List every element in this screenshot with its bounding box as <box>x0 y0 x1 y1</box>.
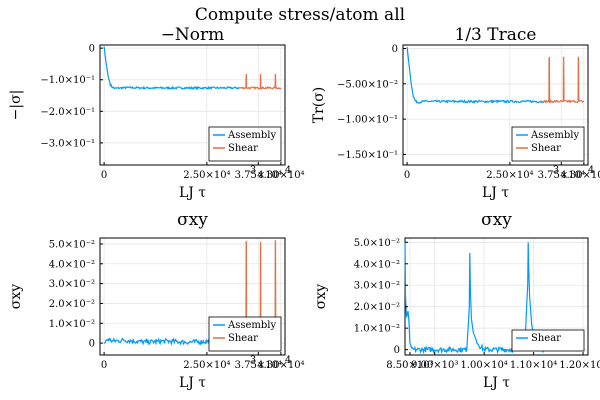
x-tick-label: 1.10×10⁴ <box>510 360 557 371</box>
x-tick-label: 4.30×10⁴ <box>257 360 304 371</box>
legend-box <box>511 329 585 352</box>
legend-entry: Assembly <box>227 320 276 331</box>
x-tick-label: 3.75×10⁴ <box>538 170 585 181</box>
x-tick-overlap-label: 4 <box>285 165 291 176</box>
legend: Assembly Shear <box>208 316 282 352</box>
y-tick-label: 3.0×10⁻² <box>354 281 400 292</box>
x-axis-label: LJ τ <box>483 375 510 391</box>
y-tick-label: 5.0×10⁻² <box>354 238 400 249</box>
y-axis-label: σxy <box>8 284 24 309</box>
y-tick-label: −1.50×10⁻¹ <box>337 150 398 161</box>
x-tick-label: 2.50×10⁴ <box>486 170 533 181</box>
y-tick-label: 3.0×10⁻² <box>49 279 95 290</box>
y-tick-label: 2.0×10⁻² <box>354 302 400 313</box>
x-tick-overlap-label: 4 <box>285 355 291 366</box>
x-tick-label: 1.20×10⁴ <box>559 360 600 371</box>
legend: Assembly Shear <box>511 126 585 162</box>
x-tick-overlap-label: 3 <box>250 165 256 176</box>
x-tick-label: 0 <box>101 170 107 181</box>
y-tick-label: −1.00×10⁻¹ <box>337 115 398 126</box>
legend-entry: Assembly <box>227 130 276 141</box>
x-tick-label: 2.50×10⁴ <box>183 360 230 371</box>
legend-entry: Shear <box>531 143 561 154</box>
y-tick-label: 0 <box>89 44 95 55</box>
y-tick-label: 0 <box>392 44 398 55</box>
series-line-assembly <box>406 47 544 104</box>
y-axis-label: Tr(σ) <box>311 87 327 124</box>
x-tick-label: 1.00×10⁴ <box>460 360 507 371</box>
legend-entry: Assembly <box>530 130 579 141</box>
plot-frame <box>99 44 286 166</box>
plot-frame <box>402 44 589 166</box>
x-axis-label: LJ τ <box>482 185 509 201</box>
y-tick-label: −1.0×10⁻¹ <box>40 75 95 86</box>
x-tick-label: 3.75×10⁴ <box>235 360 282 371</box>
x-tick-overlap-label: 4 <box>588 165 594 176</box>
x-axis-label: LJ τ <box>179 375 206 391</box>
x-tick-label: 3.75×10⁴ <box>235 170 282 181</box>
y-tick-label: 1.0×10⁻² <box>354 324 400 335</box>
y-tick-label: 0 <box>89 339 95 350</box>
series-line-shear <box>239 73 282 91</box>
legend: Assembly Shear <box>208 126 282 162</box>
y-tick-label: 5.0×10⁻² <box>49 239 95 250</box>
legend: Shear <box>511 329 585 352</box>
x-tick-label: 0 <box>101 360 107 371</box>
x-tick-label: 2.50×10⁴ <box>183 170 230 181</box>
legend-box <box>208 316 282 352</box>
y-axis-label: −|σ| <box>8 90 24 121</box>
plot-frame <box>99 237 286 356</box>
legend-entry: Shear <box>531 333 561 344</box>
legend-box <box>511 126 585 162</box>
y-axis-label: σxy <box>313 284 329 309</box>
y-tick-label: 4.0×10⁻² <box>354 259 400 270</box>
grid-lines <box>100 238 285 355</box>
legend-box <box>208 126 282 162</box>
x-axis-label: LJ τ <box>179 185 206 201</box>
y-tick-label: −5.00×10⁻² <box>337 79 398 90</box>
grid-lines <box>100 45 285 165</box>
x-tick-label: 9.00×10³ <box>411 360 458 371</box>
chart-title: 1/3 Trace <box>455 25 537 45</box>
chart-title: σxy <box>177 210 208 230</box>
y-tick-label: 0 <box>394 345 400 356</box>
legend-entry: Shear <box>228 143 258 154</box>
y-tick-label: −2.0×10⁻¹ <box>40 107 95 118</box>
y-tick-label: 4.0×10⁻² <box>49 259 95 270</box>
panel-sigma-xy-zoom: 8.50×10³9.00×10³1.00×10⁴1.10×10⁴1.20×10⁴… <box>313 210 600 391</box>
y-tick-label: 2.0×10⁻² <box>49 299 95 310</box>
legend-entry: Shear <box>228 333 258 344</box>
x-tick-label: 0 <box>404 170 410 181</box>
figure-suptitle: Compute stress/atom all <box>195 5 405 25</box>
y-tick-label: −3.0×10⁻¹ <box>40 138 95 149</box>
x-tick-label: 8.50×10³ <box>386 360 433 371</box>
x-tick-label: 4.30×10⁴ <box>560 170 600 181</box>
x-tick-overlap-label: 3 <box>250 355 256 366</box>
x-tick-label: 4.30×10⁴ <box>257 170 304 181</box>
series-line-shear <box>542 56 585 104</box>
series-line-assembly <box>103 46 241 91</box>
chart-title: σxy <box>481 210 512 230</box>
grid-lines <box>403 45 588 165</box>
y-tick-label: 1.0×10⁻² <box>49 319 95 330</box>
x-tick-overlap-label: 3 <box>553 165 559 176</box>
chart-title: −Norm <box>161 25 225 45</box>
